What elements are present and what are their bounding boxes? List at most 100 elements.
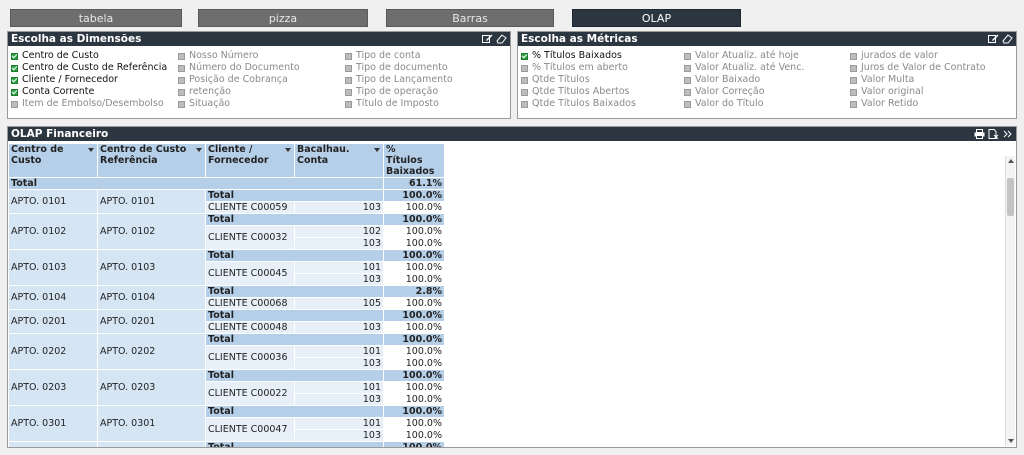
option-centro-de-custo-de-referencia[interactable]: Centro de Custo de Referência	[11, 62, 167, 74]
cell-metric-value: 100.0%	[383, 393, 444, 406]
checkbox-unchecked-icon[interactable]	[178, 64, 185, 72]
option-valor-retido[interactable]: Valor Retido	[850, 98, 986, 110]
olap-panel-header: OLAP Financeiro	[8, 127, 1016, 141]
checkbox-unchecked-icon[interactable]	[345, 64, 352, 72]
option-tipo-de-lancamento[interactable]: Tipo de Lançamento	[345, 74, 453, 86]
checkbox-unchecked-icon[interactable]	[345, 52, 352, 60]
collapse-icon[interactable]	[1002, 129, 1013, 139]
checkbox-unchecked-icon[interactable]	[684, 64, 691, 72]
option-label: Centro de Custo de Referência	[22, 62, 168, 73]
tab-pizza[interactable]: pizza	[198, 9, 368, 27]
option-valor-atualiz-ate-venc[interactable]: Valor Atualiz. até Venc.	[684, 62, 804, 74]
header-metric[interactable]: % Títulos Baixados	[383, 143, 444, 178]
tab-tabela[interactable]: tabela	[10, 9, 182, 27]
checkbox-unchecked-icon[interactable]	[684, 52, 691, 60]
checkbox-checked-icon[interactable]	[11, 64, 18, 72]
checkbox-checked-icon[interactable]	[11, 88, 18, 96]
checkbox-unchecked-icon[interactable]	[850, 76, 857, 84]
option-situacao[interactable]: Situação	[178, 98, 300, 110]
header-conta[interactable]: Bacalhau. Conta	[294, 143, 384, 178]
cell-centro-custo	[8, 441, 98, 447]
checkbox-unchecked-icon[interactable]	[345, 100, 352, 108]
header-centro-de-custo-referencia[interactable]: Centro de Custo Referência	[97, 143, 206, 178]
option-centro-de-custo[interactable]: Centro de Custo	[11, 50, 167, 62]
checkbox-unchecked-icon[interactable]	[178, 100, 185, 108]
edit-icon[interactable]	[482, 34, 493, 44]
checkbox-unchecked-icon[interactable]	[850, 64, 857, 72]
header-centro-de-custo[interactable]: Centro de Custo	[8, 143, 98, 178]
option-valor-correcao[interactable]: Valor Correção	[684, 86, 804, 98]
option-valor-baixado[interactable]: Valor Baixado	[684, 74, 804, 86]
eraser-icon[interactable]	[496, 34, 507, 44]
tab-olap[interactable]: OLAP	[572, 9, 741, 27]
group-total-row: APTO. 0103 APTO. 0103 Total 100.0%	[8, 249, 444, 286]
option-tipo-de-conta[interactable]: Tipo de conta	[345, 50, 453, 62]
checkbox-unchecked-icon[interactable]	[850, 88, 857, 96]
option-qtde-titulos-abertos[interactable]: Qtde Títulos Abertos	[521, 86, 636, 98]
option-valor-atualiz-ate-hoje[interactable]: Valor Atualiz. até hoje	[684, 50, 804, 62]
checkbox-unchecked-icon[interactable]	[178, 88, 185, 96]
scroll-thumb[interactable]	[1007, 178, 1014, 216]
option-titulo-de-imposto[interactable]: Título de Imposto	[345, 98, 453, 110]
checkbox-checked-icon[interactable]	[11, 52, 18, 60]
group-total-row: APTO. 0301 APTO. 0301 Total 100.0%	[8, 405, 444, 442]
dropdown-arrow-icon[interactable]	[196, 148, 202, 152]
print-icon[interactable]	[974, 129, 985, 139]
option-juros-de-valor-de-contrato[interactable]: Juros de Valor de Contrato	[850, 62, 986, 74]
option-item-de-embolso-desembolso[interactable]: Item de Embolso/Desembolso	[11, 98, 167, 110]
dropdown-arrow-icon[interactable]	[285, 148, 291, 152]
checkbox-unchecked-icon[interactable]	[850, 52, 857, 60]
option-retencao[interactable]: retenção	[178, 86, 300, 98]
checkbox-unchecked-icon[interactable]	[684, 76, 691, 84]
option-valor-multa[interactable]: Valor Multa	[850, 74, 986, 86]
cell-centro-custo-ref: APTO. 0202	[97, 333, 206, 370]
option-label: Qtde Títulos Baixados	[532, 98, 636, 109]
option-cliente-fornecedor[interactable]: Cliente / Fornecedor	[11, 74, 167, 86]
option-posicao-de-cobranca[interactable]: Posição de Cobrança	[178, 74, 300, 86]
option-valor-do-titulo[interactable]: Valor do Título	[684, 98, 804, 110]
checkbox-unchecked-icon[interactable]	[850, 100, 857, 108]
eraser-icon[interactable]	[1002, 34, 1013, 44]
checkbox-checked-icon[interactable]	[521, 52, 528, 60]
edit-icon[interactable]	[988, 34, 999, 44]
option-tipo-de-operacao[interactable]: Tipo de operação	[345, 86, 453, 98]
scroll-down-icon[interactable]	[1008, 439, 1014, 443]
grand-total-row: Total 61.1%	[8, 177, 444, 190]
scroll-up-icon[interactable]	[1008, 159, 1014, 163]
dropdown-arrow-icon[interactable]	[88, 148, 94, 152]
checkbox-unchecked-icon[interactable]	[521, 88, 528, 96]
option-nosso-numero[interactable]: Nosso Número	[178, 50, 300, 62]
table-row: CLIENTE C00022 101 100.0%	[9, 381, 444, 406]
vertical-scrollbar[interactable]	[1005, 156, 1015, 446]
table-row: CLIENTE C00045 101 100.0%	[9, 261, 444, 286]
table-row: 103 100.0%	[9, 273, 444, 286]
cell-conta: 101	[294, 381, 384, 394]
option-qtde-titulos[interactable]: Qtde Títulos	[521, 74, 636, 86]
option-tipo-de-documento[interactable]: Tipo de documento	[345, 62, 453, 74]
dropdown-arrow-icon[interactable]	[374, 148, 380, 152]
option-label: Título de Imposto	[356, 98, 439, 109]
option-label: Cliente / Fornecedor	[22, 74, 118, 85]
checkbox-unchecked-icon[interactable]	[521, 64, 528, 72]
checkbox-checked-icon[interactable]	[11, 76, 18, 84]
checkbox-unchecked-icon[interactable]	[178, 52, 185, 60]
checkbox-unchecked-icon[interactable]	[684, 88, 691, 96]
option-conta-corrente[interactable]: Conta Corrente	[11, 86, 167, 98]
checkbox-unchecked-icon[interactable]	[345, 88, 352, 96]
option-titulos-baixados[interactable]: % Títulos Baixados	[521, 50, 636, 62]
checkbox-unchecked-icon[interactable]	[178, 76, 185, 84]
option-jurados-de-valor[interactable]: jurados de valor	[850, 50, 986, 62]
checkbox-unchecked-icon[interactable]	[345, 76, 352, 84]
option-valor-original[interactable]: Valor original	[850, 86, 986, 98]
header-cliente-fornecedor[interactable]: Cliente / Fornecedor	[205, 143, 295, 178]
checkbox-unchecked-icon[interactable]	[11, 100, 18, 108]
checkbox-unchecked-icon[interactable]	[684, 100, 691, 108]
checkbox-unchecked-icon[interactable]	[521, 76, 528, 84]
option-titulos-em-aberto[interactable]: % Títulos em aberto	[521, 62, 636, 74]
option-numero-do-documento[interactable]: Número do Documento	[178, 62, 300, 74]
tab-barras[interactable]: Barras	[386, 9, 554, 27]
option-qtde-titulos-baixados[interactable]: Qtde Títulos Baixados	[521, 98, 636, 110]
option-label: Valor do Título	[695, 98, 764, 109]
checkbox-unchecked-icon[interactable]	[521, 100, 528, 108]
clear-selection-icon[interactable]	[988, 129, 999, 139]
